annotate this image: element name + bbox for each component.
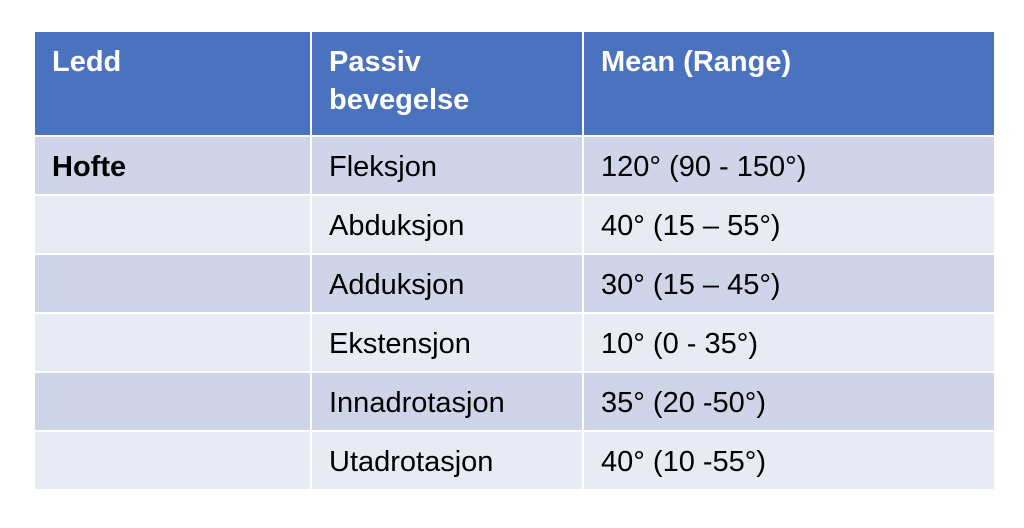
- cell-ledd: Hofte: [33, 135, 312, 196]
- cell-ledd: [33, 253, 312, 314]
- cell-ledd: [33, 371, 312, 432]
- cell-passiv-bevegelse: Abduksjon: [310, 194, 584, 255]
- cell-ledd: [33, 312, 312, 373]
- table-row: Adduksjon 30° (15 – 45°): [33, 253, 996, 314]
- cell-mean-range: 30° (15 – 45°): [582, 253, 996, 314]
- cell-mean-range: 35° (20 -50°): [582, 371, 996, 432]
- column-header-ledd: Ledd: [33, 30, 312, 137]
- cell-mean-range: 10° (0 - 35°): [582, 312, 996, 373]
- column-header-mean-range: Mean (Range): [582, 30, 996, 137]
- column-header-passiv-bevegelse: Passiv bevegelse: [310, 30, 584, 137]
- cell-mean-range: 40° (15 – 55°): [582, 194, 996, 255]
- table-row: Utadrotasjon 40° (10 -55°): [33, 430, 996, 491]
- cell-ledd: [33, 194, 312, 255]
- cell-passiv-bevegelse: Innadrotasjon: [310, 371, 584, 432]
- cell-mean-range: 120° (90 - 150°): [582, 135, 996, 196]
- cell-passiv-bevegelse: Adduksjon: [310, 253, 584, 314]
- passive-movement-table: Ledd Passiv bevegelse Mean (Range) Hofte…: [33, 30, 996, 491]
- table-row: Innadrotasjon 35° (20 -50°): [33, 371, 996, 432]
- cell-passiv-bevegelse: Utadrotasjon: [310, 430, 584, 491]
- cell-passiv-bevegelse: Ekstensjon: [310, 312, 584, 373]
- cell-passiv-bevegelse: Fleksjon: [310, 135, 584, 196]
- cell-mean-range: 40° (10 -55°): [582, 430, 996, 491]
- table-header-row: Ledd Passiv bevegelse Mean (Range): [33, 30, 996, 137]
- table-row: Hofte Fleksjon 120° (90 - 150°): [33, 135, 996, 196]
- cell-ledd: [33, 430, 312, 491]
- table-row: Abduksjon 40° (15 – 55°): [33, 194, 996, 255]
- table-row: Ekstensjon 10° (0 - 35°): [33, 312, 996, 373]
